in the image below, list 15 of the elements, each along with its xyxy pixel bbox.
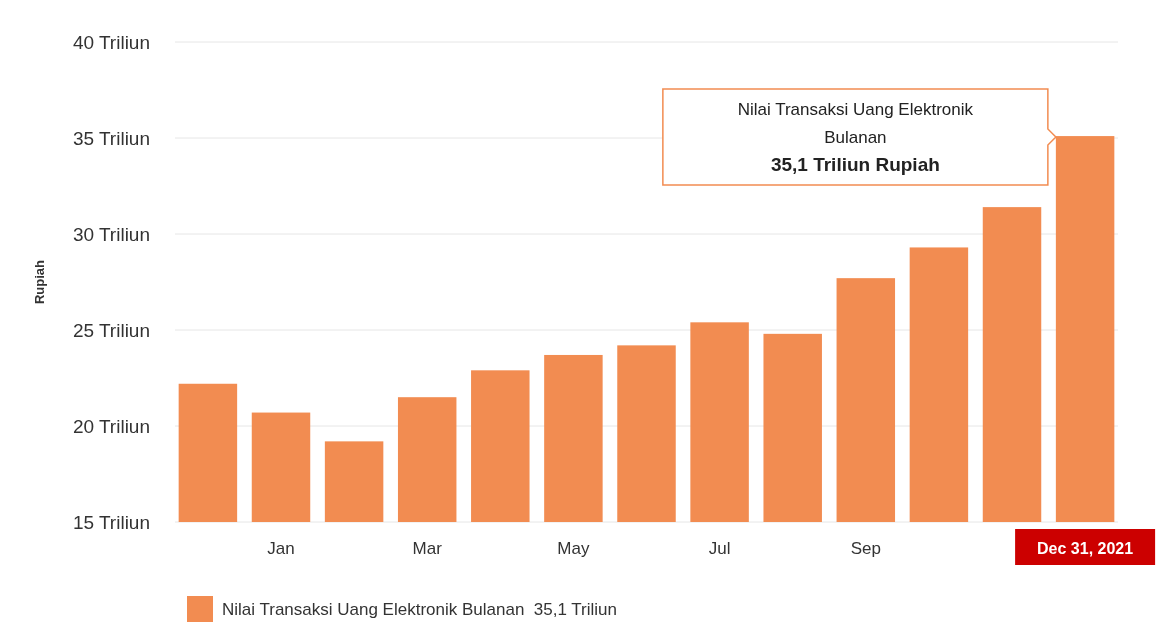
y-tick-label: 40 Triliun <box>72 31 150 53</box>
x-tick-label: May <box>557 539 590 558</box>
x-tick-label: Mar <box>412 539 443 558</box>
x-tick-label: Jan <box>267 539 295 558</box>
annotation: Nilai Transaksi Uang Elektronik Bulanan 35,1 Triliun Rupiah <box>737 100 974 175</box>
y-axis-title: Rupiah <box>32 259 47 305</box>
x-tick-label: Dec 31, 2021 <box>1037 540 1134 557</box>
legend-label: Nilai Transaksi Uang Elektronik Bulanan 35,1 Triliun <box>222 600 617 619</box>
y-tick-label: 30 Triliun <box>72 223 150 245</box>
x-tick-label: Jul <box>708 539 731 558</box>
x-tick-label: Sep <box>850 539 881 558</box>
y-tick-label: 35 Triliun <box>72 127 150 149</box>
y-tick-label: 20 Triliun <box>72 415 150 437</box>
y-tick-label: 15 Triliun <box>72 511 150 533</box>
y-tick-label: 25 Triliun <box>72 319 150 341</box>
